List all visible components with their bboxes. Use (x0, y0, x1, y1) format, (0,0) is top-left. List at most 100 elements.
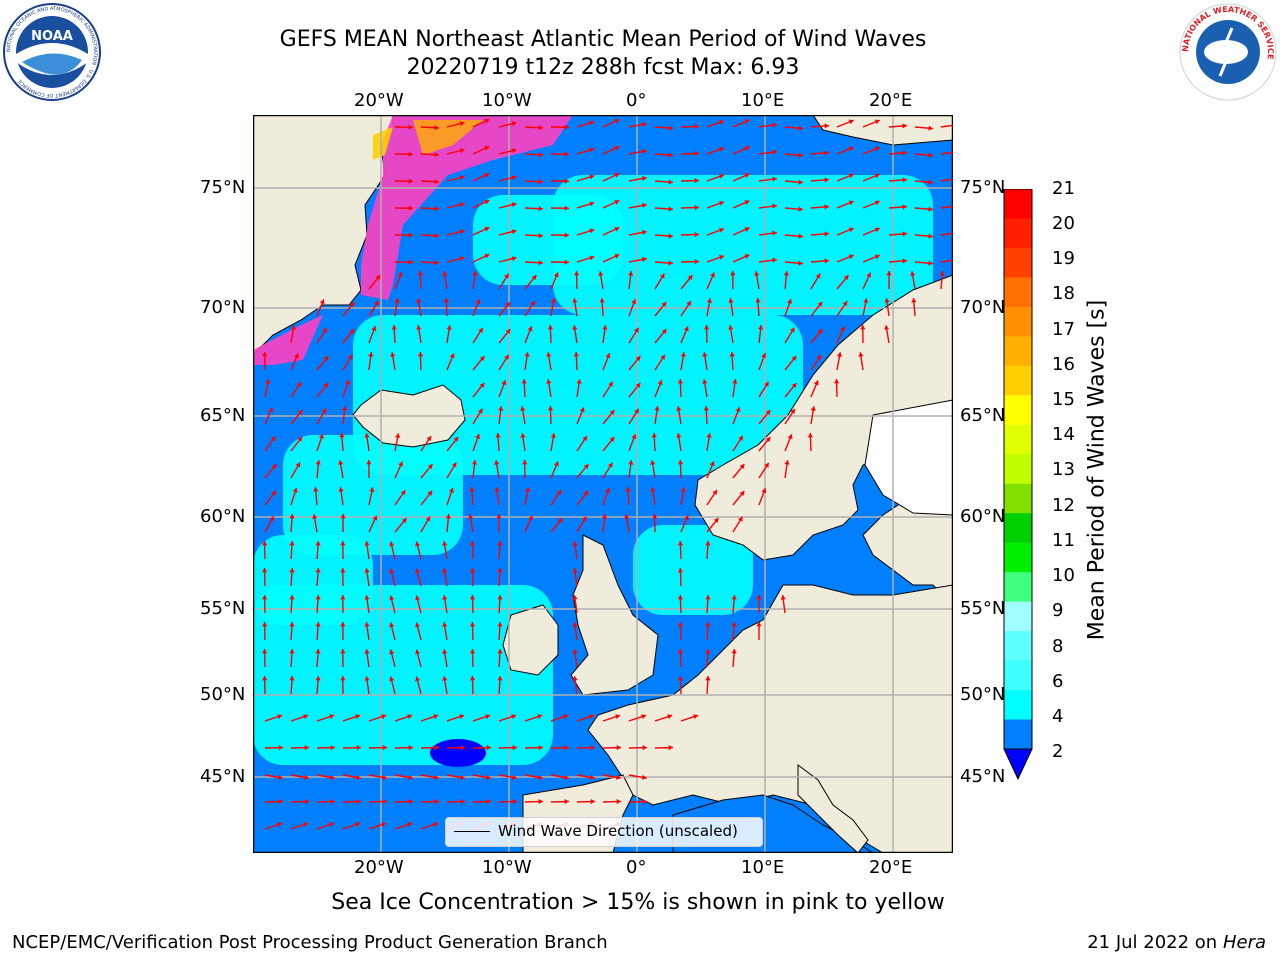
colorbar-swatch (1004, 395, 1032, 426)
lon-tick-top-10w: 10°W (482, 90, 532, 111)
wave-arrow-head (290, 325, 296, 330)
noaa-logo: NOAA NATIONAL OCEANIC AND ATMOSPHERIC AD… (2, 2, 102, 102)
wave-arrow-head (271, 490, 277, 496)
chart-subtitle: 20220719 t12z 288h fcst Max: 6.93 (406, 55, 800, 80)
wave-arrow-head (589, 147, 595, 153)
wave-arrow-head (262, 649, 268, 654)
wave-arrow-head (478, 327, 483, 333)
wave-arrow-head (390, 352, 396, 357)
wave-arrow-head (719, 200, 724, 206)
wave-arrow-head (902, 150, 907, 156)
wave-arrow-head (389, 676, 395, 682)
lat-tick-left-55n: 55°N (200, 598, 246, 619)
colorbar-swatch (1004, 247, 1032, 278)
wave-arrow-head (709, 461, 715, 467)
wave-arrow-head (538, 745, 543, 751)
wave-arrow-head (364, 541, 370, 546)
wave-arrow-head (538, 125, 543, 131)
wave-arrow-head (434, 125, 439, 131)
wave-arrow-head (764, 381, 769, 387)
wave-arrow-head (614, 253, 620, 259)
sea-ice (253, 115, 573, 365)
colorbar-tick-label: 13 (1052, 459, 1075, 480)
wave-arrow-head (902, 177, 907, 183)
wave-arrow-head (572, 298, 578, 303)
wave-arrow-head (546, 352, 552, 357)
wave-arrow-head (628, 460, 634, 465)
wave-arrow-head (616, 745, 621, 751)
wave-arrow-head (479, 356, 485, 362)
wave-arrow-head (382, 774, 387, 780)
colorbar-swatch (1004, 483, 1032, 514)
wave-arrow-head (798, 260, 803, 266)
wave-arrow-head (704, 325, 710, 330)
wave-arrow-head (426, 436, 432, 442)
wave-arrow-head (278, 798, 283, 805)
wind-wave-arrows (262, 118, 953, 830)
wave-arrow-head (395, 433, 401, 439)
wave-arrow-head (572, 568, 578, 573)
wave-arrow-head (315, 676, 321, 681)
colorbar-extend-arrow (1003, 748, 1033, 781)
wave-arrow-head (397, 272, 403, 278)
wave-arrow-head (677, 595, 684, 600)
wave-arrow-head (641, 714, 647, 720)
wave-arrow-head (443, 298, 449, 303)
wave-arrow (940, 124, 953, 128)
wave-arrow-head (668, 152, 673, 158)
colorbar-swatch (1004, 601, 1032, 632)
wave-arrow-head (677, 460, 684, 465)
wave-arrow-head (546, 379, 552, 384)
wave-arrow-head (295, 462, 301, 468)
wave-arrow-head (355, 714, 361, 720)
wave-arrow-head (564, 745, 569, 751)
wave-arrow-head (511, 175, 517, 181)
wave-arrow-head (486, 745, 491, 751)
wave-arrow-head (364, 649, 370, 654)
colorbar-swatch (1004, 277, 1032, 308)
wave-arrow-head (538, 206, 543, 212)
wave-arrow-head (694, 124, 699, 130)
wave-arrow-head (511, 256, 517, 262)
wave-arrow-head (453, 436, 459, 442)
wave-arrow-head (323, 356, 329, 362)
wave-arrow-head (564, 232, 569, 238)
wave-arrow-head (816, 355, 822, 361)
wave-arrow-head (572, 595, 578, 600)
wave-arrow-head (798, 233, 803, 239)
lat-tick-right-55n: 55°N (960, 598, 1006, 619)
map-frame: Wind Wave Direction (unscaled) (253, 115, 953, 853)
wave-arrow-head (495, 433, 501, 438)
wave-arrow-head (564, 798, 569, 805)
wave-arrow-head (764, 462, 769, 468)
wave-arrow-head (505, 329, 511, 334)
wave-arrow-head (262, 541, 268, 546)
wave-arrow-head (459, 714, 465, 720)
wave-arrow-head (469, 568, 476, 573)
wave-arrow-head (564, 124, 569, 130)
period-zone (553, 175, 933, 315)
wave-arrow-head (728, 298, 734, 303)
wave-arrow-head (340, 541, 346, 546)
wave-arrow-head (538, 233, 543, 239)
wave-arrow-head (460, 774, 465, 780)
wave-arrow-head (614, 199, 620, 205)
wave-arrow-head (442, 271, 448, 276)
wave-arrow-head (848, 146, 854, 152)
wave-arrow-head (391, 325, 397, 330)
wave-arrow-head (497, 622, 503, 627)
wave-arrow-head (706, 298, 712, 303)
wave-arrow-head (318, 433, 324, 439)
wave-arrow-head (598, 271, 604, 276)
period-zone (283, 435, 463, 555)
wave-arrow-head (323, 382, 329, 388)
wave-arrow (940, 151, 953, 155)
wave-arrow-head (787, 434, 793, 440)
wave-arrow-head (874, 146, 880, 152)
lon-tick-top-10e: 10°E (741, 90, 785, 111)
wave-arrow-head (330, 798, 335, 805)
wave-arrow-head (661, 301, 667, 307)
wave-arrow-head (668, 745, 673, 751)
wave-arrow-head (484, 172, 490, 178)
footer-credit: NCEP/EMC/Verification Post Processing Pr… (12, 932, 608, 953)
